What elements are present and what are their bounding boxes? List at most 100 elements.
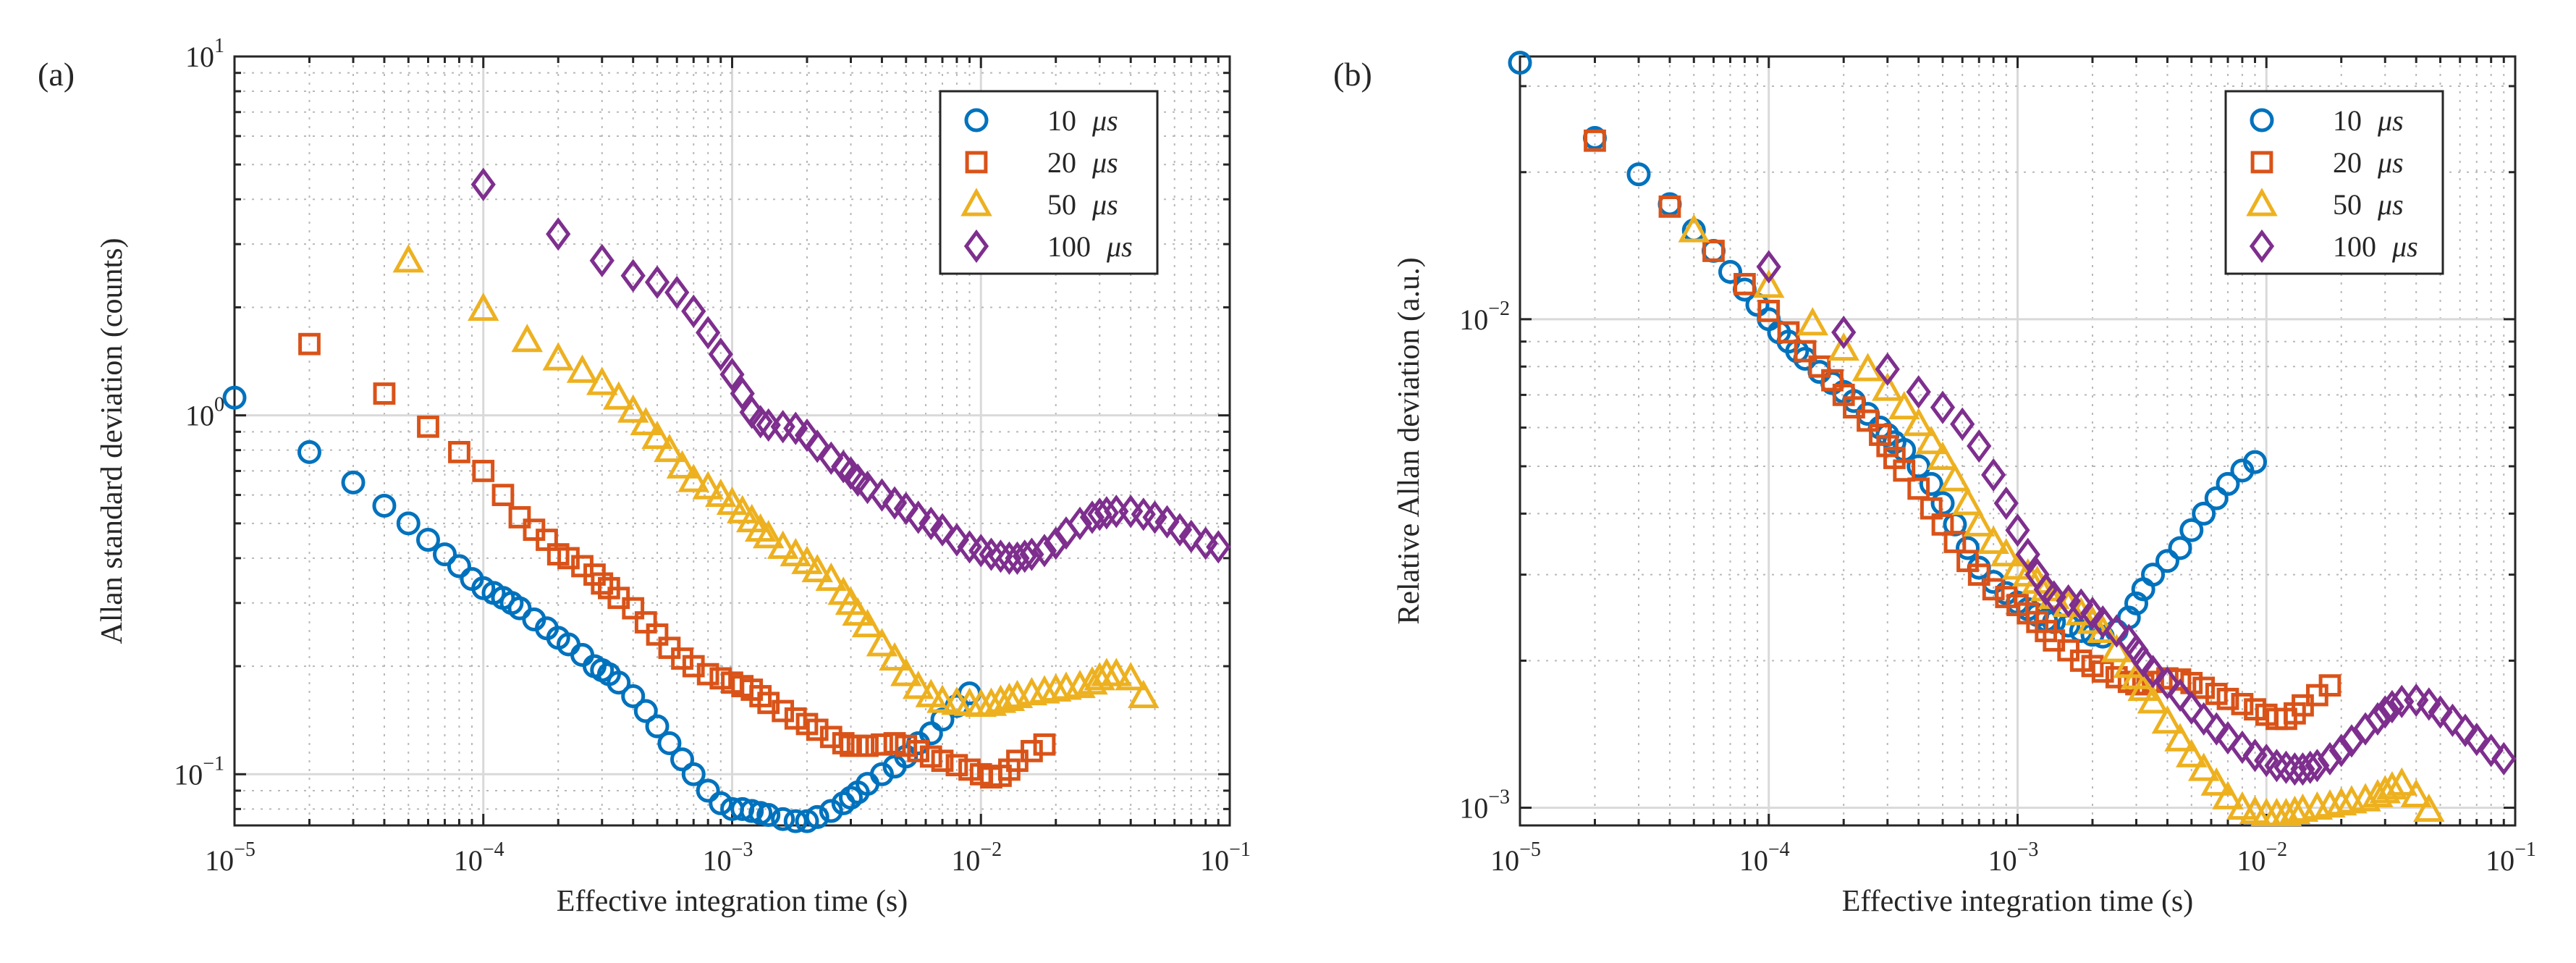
legend-label: 100 μs <box>1047 230 1133 263</box>
data-point <box>566 354 599 383</box>
y-tick-label: 10−1 <box>174 752 224 791</box>
data-point <box>2314 789 2346 818</box>
data-point <box>1956 536 1980 560</box>
data-point <box>2215 720 2241 755</box>
legend-unit: μs <box>1106 230 1133 263</box>
data-point <box>589 243 615 277</box>
legend-unit: μs <box>2377 146 2404 179</box>
data-point <box>1963 508 1996 537</box>
x-tick-label: 10−5 <box>1490 838 1541 877</box>
legend-item: 50 μs <box>960 188 1118 221</box>
data-point <box>417 415 439 438</box>
data-point <box>491 484 515 506</box>
data-point <box>392 244 425 273</box>
data-point <box>546 217 571 251</box>
data-point <box>2216 471 2240 496</box>
legend-item: 50 μs <box>2246 188 2404 221</box>
data-point <box>696 316 721 350</box>
data-point <box>1128 679 1160 708</box>
data-point <box>780 537 811 567</box>
x-tick-label: 10−5 <box>205 838 256 877</box>
series-20-us <box>1584 129 2341 731</box>
data-point <box>1019 537 1044 571</box>
data-point <box>1206 530 1231 564</box>
legend-item: 10 μs <box>2250 104 2404 137</box>
x-tick-base: 10 <box>951 844 980 877</box>
data-point <box>2279 795 2311 824</box>
data-point <box>603 381 635 410</box>
data-point <box>1154 505 1180 539</box>
data-point <box>2124 591 2149 615</box>
data-point <box>2349 783 2381 812</box>
data-point <box>1956 550 1979 573</box>
legend-marker <box>2246 188 2278 216</box>
data-point <box>470 167 496 201</box>
data-point <box>2137 685 2169 714</box>
panel-label: (a) <box>38 56 75 93</box>
data-point <box>783 809 808 833</box>
data-point <box>855 470 880 505</box>
y-tick-base: 10 <box>174 758 203 791</box>
data-point <box>2365 702 2391 736</box>
data-point <box>2229 730 2255 765</box>
data-point <box>806 718 829 741</box>
data-point <box>1733 272 1756 295</box>
y-tick-base: 10 <box>185 400 214 432</box>
legend-item: 20 μs <box>965 146 1118 179</box>
y-tick-base: 10 <box>1459 303 1488 336</box>
y-tick-exponent: −1 <box>203 752 224 775</box>
y-tick-label: 101 <box>185 35 224 73</box>
data-point <box>1094 496 1120 530</box>
data-point <box>772 699 795 723</box>
data-point <box>692 471 724 500</box>
data-point <box>2079 596 2106 631</box>
data-point <box>621 684 646 708</box>
x-tick-base: 10 <box>205 844 234 877</box>
data-point <box>542 342 574 371</box>
data-point <box>2491 741 2517 775</box>
data-point <box>719 358 745 392</box>
data-point <box>472 460 495 482</box>
data-point <box>1012 539 1037 573</box>
data-point <box>1067 506 1093 540</box>
y-tick-label: 100 <box>185 394 224 432</box>
data-point <box>709 791 733 815</box>
data-point <box>1079 500 1105 534</box>
data-point <box>644 265 670 299</box>
data-point <box>752 520 785 549</box>
y-tick-label: 10−2 <box>1459 298 1510 336</box>
data-point <box>1626 162 1651 187</box>
data-point <box>664 275 690 310</box>
data-point <box>1753 269 1785 298</box>
data-point <box>1950 407 1975 441</box>
legend-marker <box>2250 108 2274 133</box>
x-tick-base: 10 <box>454 844 483 877</box>
data-point <box>646 623 669 646</box>
data-point <box>2273 750 2299 784</box>
x-axis-label: Effective integration time (s) <box>1842 885 2194 918</box>
x-tick-base: 10 <box>1988 844 2017 877</box>
x-tick-label: 10−3 <box>1988 838 2039 877</box>
data-point <box>617 394 649 423</box>
data-point <box>670 747 695 772</box>
data-point <box>801 554 833 583</box>
data-point <box>926 684 958 713</box>
data-point <box>2243 450 2268 474</box>
data-point <box>2168 536 2192 560</box>
data-point <box>2140 655 2166 689</box>
data-point <box>341 470 366 495</box>
data-point <box>634 611 657 634</box>
legend-label: 10 μs <box>1047 104 1118 137</box>
y-tick-label: 10−3 <box>1459 786 1510 825</box>
legend-box <box>939 90 1159 275</box>
data-point <box>756 803 781 828</box>
data-point <box>895 734 918 757</box>
x-tick-base: 10 <box>2237 844 2265 877</box>
legend-marker <box>965 151 988 174</box>
data-point <box>805 429 830 463</box>
data-point <box>931 749 954 773</box>
data-point <box>2317 741 2343 775</box>
data-point <box>591 572 614 595</box>
x-tick-base: 10 <box>1200 844 1229 877</box>
